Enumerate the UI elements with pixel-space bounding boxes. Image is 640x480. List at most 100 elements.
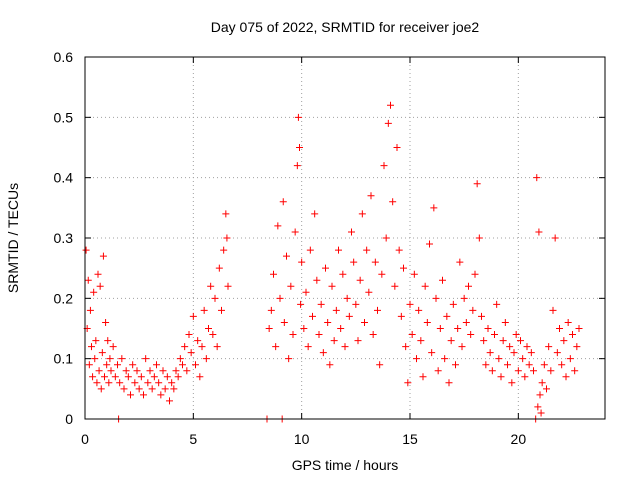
data-point: [402, 343, 410, 351]
data-point: [265, 325, 273, 332]
data-point: [491, 331, 498, 339]
data-point: [157, 391, 165, 399]
data-point: [432, 294, 440, 302]
data-point: [93, 379, 101, 387]
data-point: [452, 361, 459, 369]
data-point: [371, 258, 379, 266]
data-point: [99, 252, 107, 260]
data-point: [319, 349, 327, 357]
data-point: [205, 325, 212, 332]
data-point: [562, 373, 570, 381]
data-point: [124, 373, 132, 381]
y-tick-label: 0.4: [54, 170, 74, 186]
data-point: [465, 282, 472, 290]
data-point: [536, 391, 544, 399]
data-point: [361, 318, 368, 326]
data-point: [84, 276, 92, 284]
data-point: [564, 318, 572, 326]
data-point: [358, 210, 366, 218]
data-point: [133, 367, 141, 375]
data-point: [517, 337, 524, 345]
data-point: [413, 355, 420, 363]
y-axis-label: SRMTID / TECUs: [5, 183, 21, 293]
data-point: [537, 409, 545, 417]
data-point: [430, 204, 438, 212]
data-point: [480, 337, 488, 345]
data-point: [289, 331, 297, 339]
data-point: [322, 264, 329, 272]
data-point: [220, 246, 228, 254]
data-point: [535, 228, 543, 236]
data-point: [213, 343, 221, 351]
data-point: [400, 264, 407, 272]
data-point: [382, 234, 390, 242]
x-axis-label: GPS time / hours: [292, 457, 399, 473]
data-point: [456, 258, 464, 266]
data-point: [142, 355, 150, 363]
data-point: [207, 282, 215, 290]
data-point: [530, 367, 537, 375]
data-point: [426, 240, 433, 248]
data-point: [120, 385, 128, 393]
x-tick-label: 5: [189, 431, 197, 447]
data-point: [439, 276, 446, 284]
data-point: [326, 361, 334, 369]
data-point: [445, 379, 453, 387]
data-point: [330, 337, 338, 345]
data-point: [181, 343, 189, 351]
data-point: [415, 306, 423, 314]
data-point: [215, 264, 223, 272]
data-point: [92, 337, 100, 345]
data-point: [111, 373, 119, 381]
data-point: [296, 144, 303, 151]
data-point: [473, 180, 481, 188]
y-tick-label: 0.3: [54, 230, 74, 246]
y-tick-label: 0.6: [54, 49, 74, 65]
data-point: [291, 228, 299, 236]
data-point: [533, 174, 541, 182]
data-point: [285, 355, 293, 363]
data-point: [313, 276, 321, 284]
data-point: [202, 355, 210, 363]
data-point: [196, 373, 204, 381]
data-point: [384, 119, 392, 127]
data-point: [297, 300, 305, 308]
data-point: [393, 144, 401, 151]
data-point: [460, 294, 468, 302]
data-point: [131, 379, 139, 387]
data-point: [294, 113, 302, 121]
data-point: [443, 312, 451, 320]
data-point: [454, 325, 462, 332]
data-point: [486, 349, 494, 357]
data-point: [380, 162, 388, 170]
data-point: [436, 325, 444, 332]
data-point: [223, 234, 231, 242]
data-point: [478, 312, 485, 320]
data-point: [449, 300, 457, 308]
data-point: [306, 246, 314, 254]
data-point: [356, 276, 364, 284]
y-tick-label: 0.1: [54, 351, 74, 367]
data-point: [540, 361, 548, 369]
data-point: [549, 306, 557, 314]
data-point: [339, 270, 347, 278]
data-point: [137, 373, 145, 381]
data-point: [298, 258, 306, 266]
data-point: [501, 318, 509, 326]
data-point: [194, 337, 202, 345]
data-point: [283, 252, 290, 260]
data-point: [527, 349, 535, 357]
data-point: [350, 258, 358, 266]
data-point: [170, 385, 178, 393]
data-point: [94, 270, 102, 278]
x-tick-label: 20: [511, 431, 527, 447]
data-point: [335, 246, 342, 254]
data-point: [189, 312, 197, 320]
data-point: [102, 318, 110, 326]
data-point: [462, 318, 470, 326]
chart-title: Day 075 of 2022, SRMTID for receiver joe…: [211, 19, 480, 35]
data-point: [365, 288, 373, 296]
data-points: [82, 101, 583, 423]
data-point: [300, 325, 308, 332]
data-point: [560, 337, 568, 345]
